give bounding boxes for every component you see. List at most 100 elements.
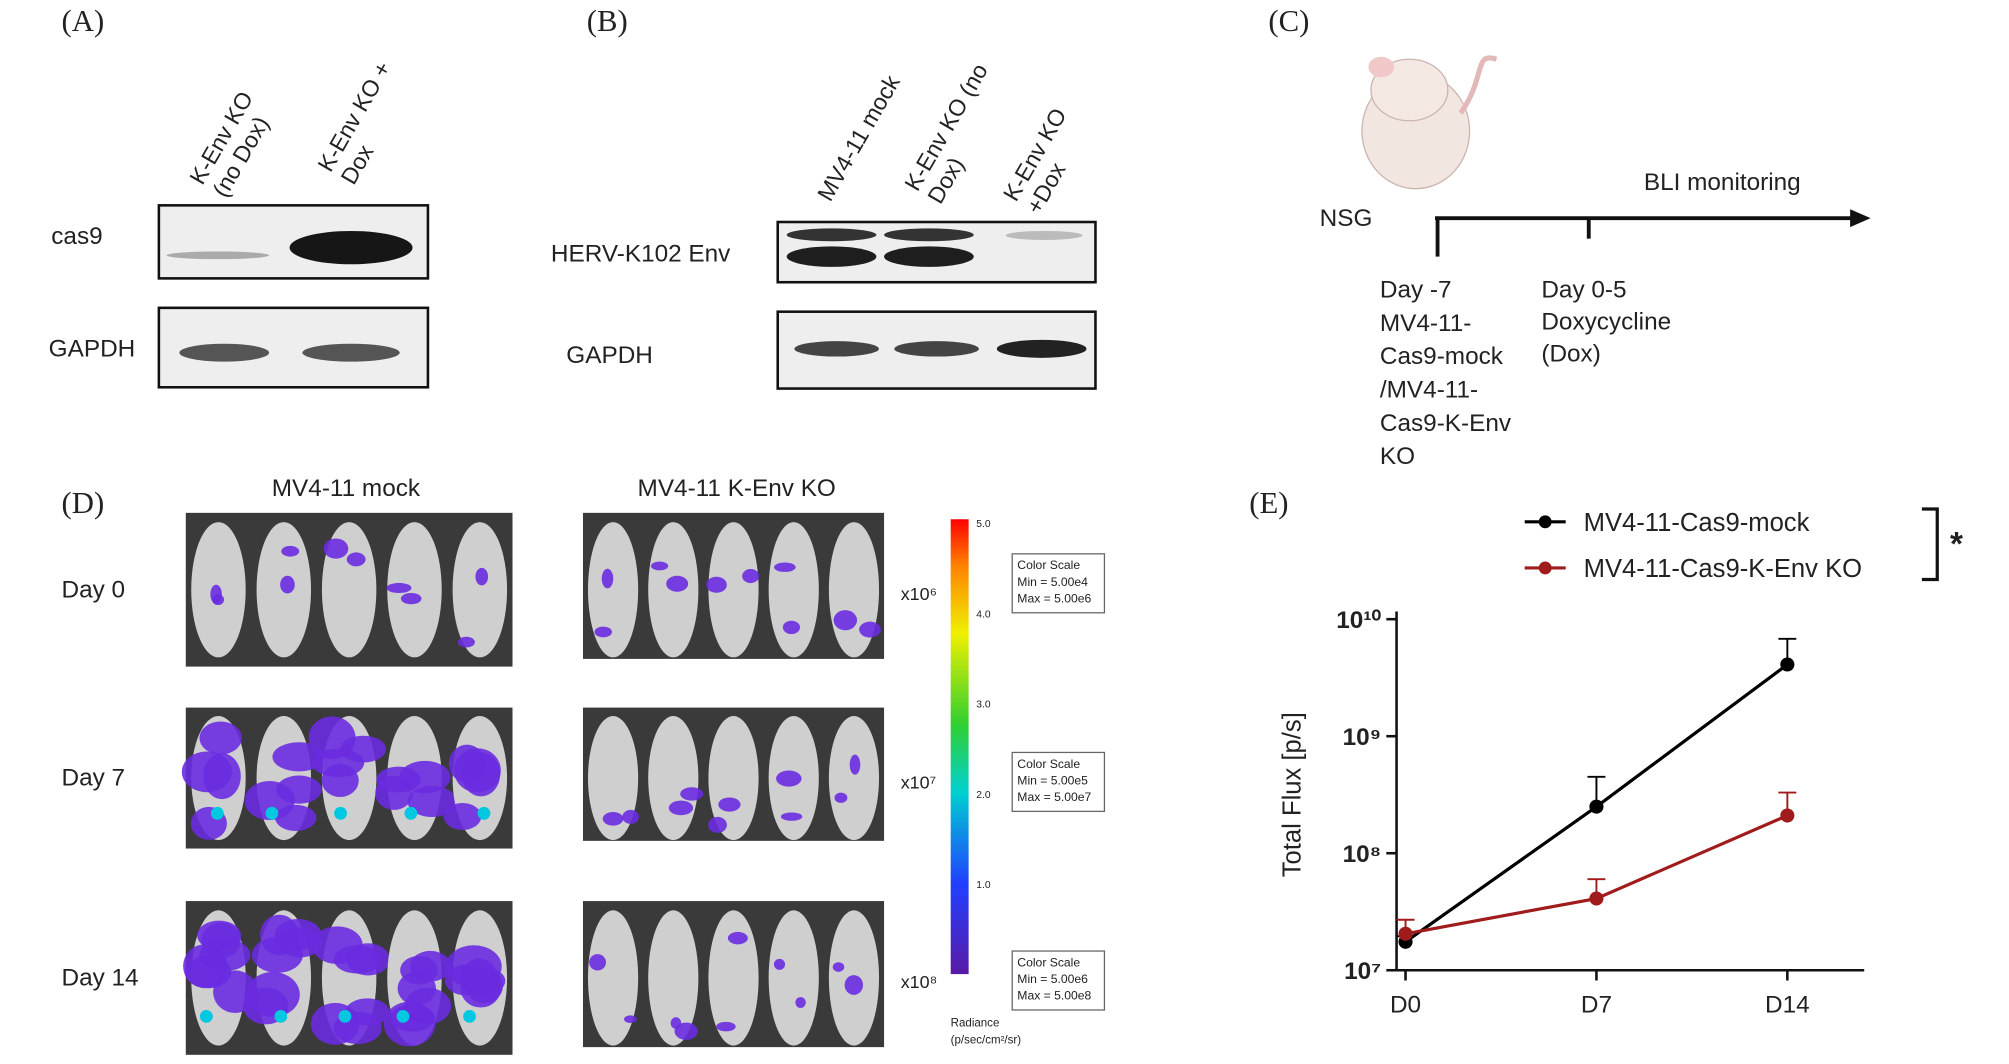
signal-hot <box>274 1009 288 1023</box>
mouse <box>587 910 639 1046</box>
signal <box>409 950 451 982</box>
signal <box>742 569 760 584</box>
y-tick-label: 10⁷ <box>1344 958 1381 985</box>
day-label: Day 7 <box>62 765 126 792</box>
color-bar <box>950 519 969 975</box>
radiance: Radiance <box>951 1018 1000 1030</box>
signal <box>185 955 232 989</box>
row-label: cas9 <box>51 223 102 250</box>
signal <box>832 962 845 972</box>
signal <box>281 545 300 557</box>
multiplier: x10⁸ <box>901 972 937 992</box>
signal <box>844 975 864 995</box>
y-tick-label: 10⁹ <box>1343 724 1382 751</box>
signal <box>594 626 612 638</box>
signal <box>774 562 796 572</box>
mouse-head <box>1370 58 1449 122</box>
panel-label: (C) <box>1268 4 1309 38</box>
multiplier: x10⁶ <box>901 584 937 604</box>
row-label: GAPDH <box>566 342 653 369</box>
signal <box>245 972 300 1018</box>
scale-tick: 2.0 <box>976 790 991 801</box>
point <box>1780 808 1795 823</box>
x-tick-label: D14 <box>1765 992 1810 1019</box>
point <box>1780 657 1795 672</box>
signal <box>589 954 607 971</box>
signal <box>622 809 639 824</box>
signal <box>201 922 241 959</box>
mouse <box>648 910 699 1046</box>
signal <box>718 797 741 812</box>
signal <box>244 780 295 821</box>
signal <box>859 621 881 638</box>
signal-hot <box>334 806 347 820</box>
signal-hot <box>463 1009 476 1023</box>
x-tick-label: D7 <box>1581 992 1612 1019</box>
signal <box>443 802 482 831</box>
x-tick-label: D0 <box>1390 992 1421 1019</box>
point <box>1589 891 1604 906</box>
scale-text: Color Scale <box>1017 558 1080 572</box>
signal <box>602 812 624 826</box>
mouse <box>708 910 759 1046</box>
event-text: (Dox) <box>1541 341 1600 368</box>
signal <box>670 1017 682 1029</box>
event-text: Cas9-mock <box>1380 343 1504 370</box>
scale-text: Max = 5.00e7 <box>1017 790 1091 804</box>
signal <box>834 792 848 803</box>
signal <box>407 785 457 818</box>
signal <box>272 742 326 772</box>
mouse-ear <box>1368 56 1394 78</box>
signal <box>651 561 669 571</box>
signal <box>252 937 303 973</box>
signal-hot <box>199 1009 213 1023</box>
panel-label: (D) <box>62 486 105 520</box>
signal <box>708 816 727 833</box>
y-axis-label: Total Flux [p/s] <box>1278 712 1306 877</box>
event-text: Cas9-K-Env <box>1380 410 1512 437</box>
signal-hot <box>404 806 418 820</box>
legend-label: MV4-11-Cas9-K-Env KO <box>1584 555 1862 583</box>
signal <box>624 1015 637 1024</box>
mouse-tail <box>1458 55 1498 115</box>
scale-text: Color Scale <box>1017 757 1080 771</box>
mouse <box>387 522 442 658</box>
strain: NSG <box>1320 205 1373 232</box>
signal <box>833 610 858 631</box>
signal <box>346 552 366 567</box>
scale-text: Min = 5.00e4 <box>1017 575 1088 589</box>
radiance: (p/sec/cm²/sr) <box>951 1034 1022 1046</box>
signal <box>323 538 349 559</box>
band <box>786 246 877 267</box>
scale-box <box>1011 751 1106 813</box>
signal <box>400 592 422 605</box>
signal <box>210 584 222 604</box>
signal <box>727 931 748 945</box>
band <box>894 341 979 357</box>
signal <box>776 770 802 787</box>
signal <box>312 748 365 778</box>
panel-label: (A) <box>62 4 105 38</box>
timeline-arrow <box>1850 209 1871 228</box>
signal <box>773 958 786 970</box>
signal <box>716 1021 736 1032</box>
event-text: Doxycycline <box>1541 309 1671 336</box>
scale-tick: 1.0 <box>976 880 991 891</box>
series-line <box>1405 814 1788 936</box>
scale-text: Color Scale <box>1017 955 1080 969</box>
band <box>302 343 400 362</box>
row-label: GAPDH <box>49 336 136 363</box>
scale-box <box>1011 553 1106 614</box>
row-label: HERV-K102 Env <box>551 241 731 268</box>
band <box>786 228 877 242</box>
legend-marker <box>1538 515 1552 529</box>
panel-label: (E) <box>1249 486 1288 520</box>
day-label: Day 14 <box>62 965 139 992</box>
event-text: MV4-11- <box>1380 310 1471 337</box>
mouse <box>768 522 819 658</box>
band <box>1005 230 1083 240</box>
signal <box>461 958 498 997</box>
scale-box <box>1011 950 1106 1011</box>
monitoring: BLI monitoring <box>1644 169 1801 196</box>
